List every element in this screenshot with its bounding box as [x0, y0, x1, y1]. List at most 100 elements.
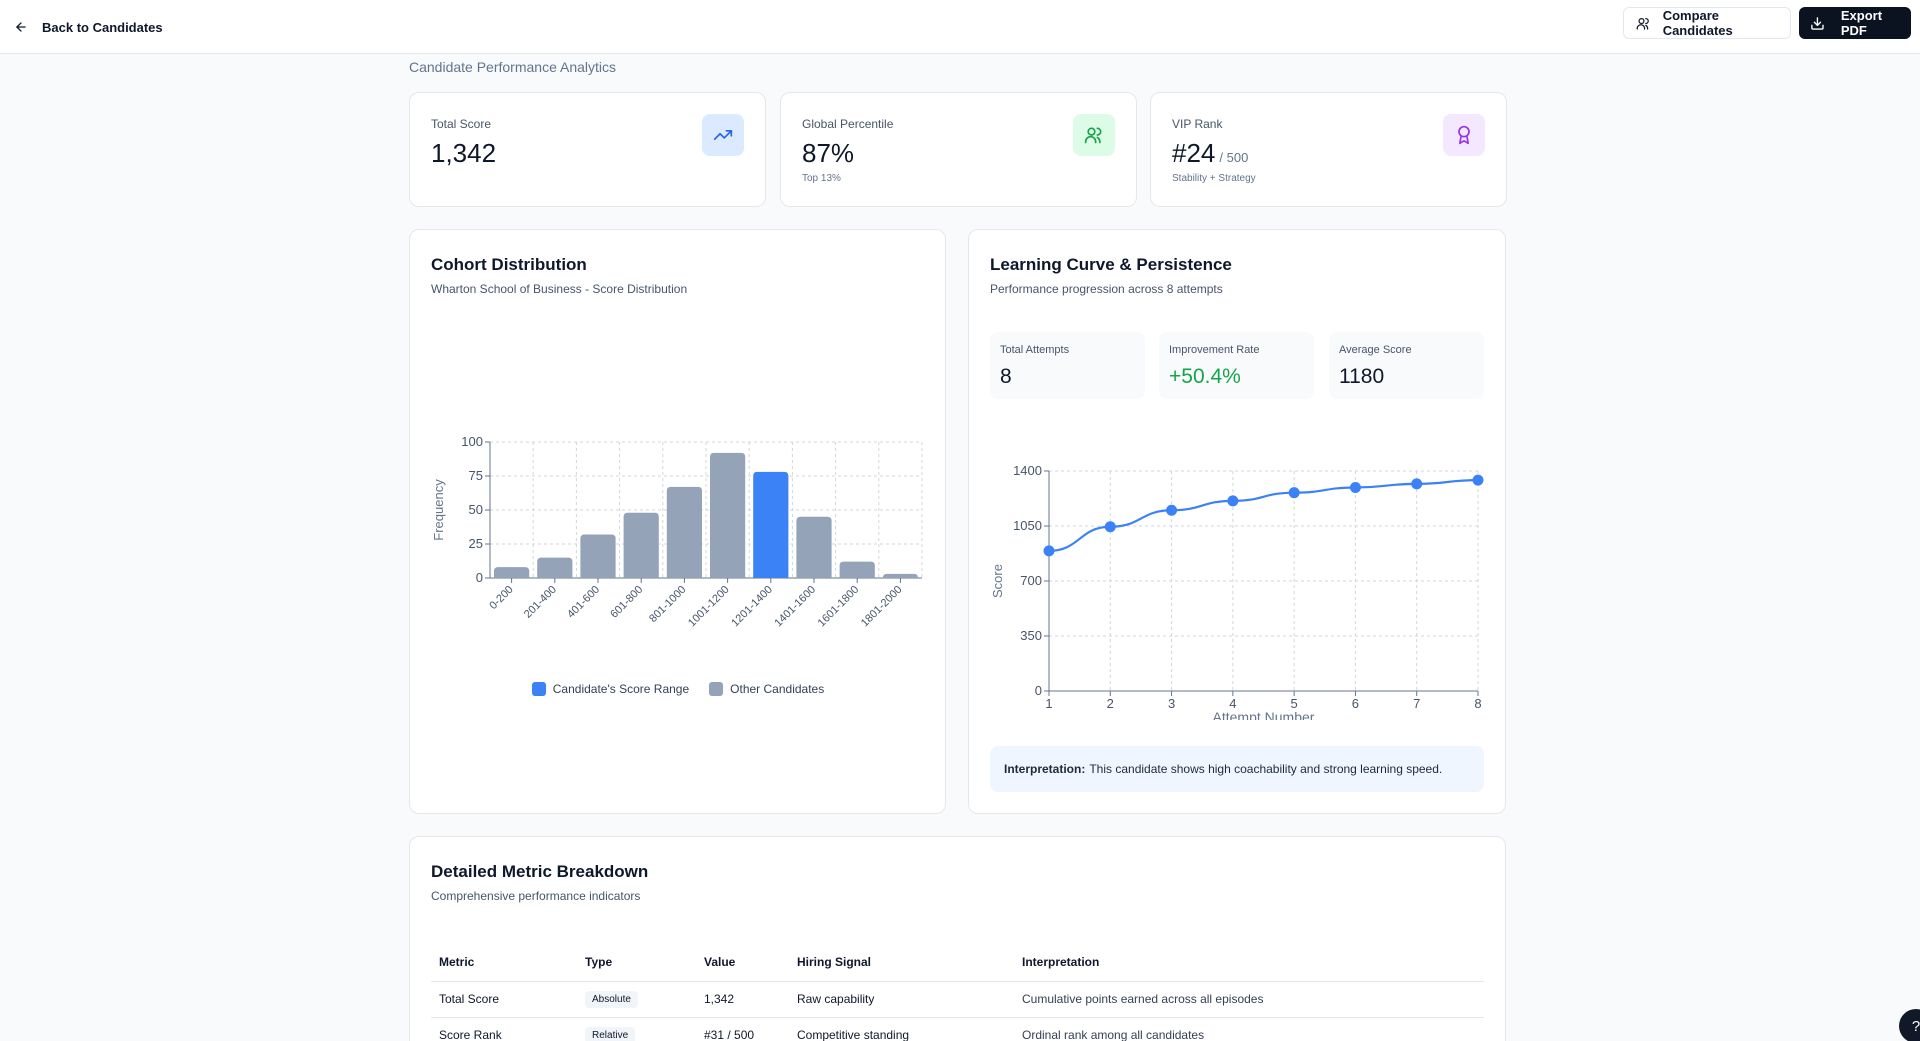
award-icon — [1443, 114, 1485, 156]
y-axis-label: Score — [990, 564, 1005, 598]
x-axis-label: Attempt Number — [1213, 709, 1315, 720]
x-tick-label: 1 — [1045, 696, 1052, 711]
cohort-distribution-card: Cohort Distribution Wharton School of Bu… — [409, 229, 946, 814]
x-tick-label: 3 — [1168, 696, 1175, 711]
stat-note: Stability + Strategy — [1172, 173, 1256, 184]
card-title: Cohort Distribution — [431, 255, 587, 274]
top-bar: Back to Candidates Compare Candidates Ex… — [0, 0, 1920, 54]
legend-swatch — [531, 682, 546, 696]
series-line — [1048, 479, 1479, 552]
y-axis-label: Frequency — [431, 479, 446, 541]
x-tick-label: 4 — [1229, 696, 1236, 711]
card-subtitle: Performance progression across 8 attempt… — [990, 282, 1223, 296]
legend-item-others: Other Candidates — [709, 682, 824, 696]
data-point — [1349, 482, 1361, 493]
mini-stat-total-attempts: Total Attempts 8 — [990, 332, 1145, 399]
stat-value: 87% — [802, 138, 855, 168]
bar — [753, 471, 789, 578]
help-button[interactable]: ? — [1899, 1009, 1920, 1041]
stat-note: Top 13% — [802, 173, 841, 184]
signal-cell: Competitive standing — [789, 1017, 1014, 1041]
metrics-table: Metric Type Value Hiring Signal Interpre… — [431, 944, 1484, 1041]
learning-line-chart: 0 350 700 1050 1400 1 2 3 4 5 6 7 8 Attempt Number Sco… — [990, 463, 1484, 720]
users-icon — [1636, 17, 1649, 30]
y-tick-label: 0 — [476, 570, 483, 585]
y-tick-label: 75 — [469, 468, 483, 483]
data-point — [1472, 474, 1484, 486]
learning-curve-card: Learning Curve & Persistence Performance… — [968, 229, 1506, 814]
table-row: Total Score Absolute 1,342 Raw capabilit… — [431, 981, 1484, 1018]
metric-cell: Total Score — [431, 981, 577, 1018]
bar — [580, 534, 616, 578]
compare-candidates-button[interactable]: Compare Candidates — [1623, 7, 1791, 39]
y-tick-label: 1400 — [1013, 463, 1042, 478]
y-tick-label: 1050 — [1013, 518, 1042, 533]
legend-label: Candidate's Score Range — [552, 682, 690, 696]
export-label: Export PDF — [1840, 8, 1883, 38]
y-tick-label: 50 — [469, 502, 483, 517]
bar — [666, 486, 702, 578]
back-to-candidates-button[interactable]: Back to Candidates — [14, 12, 163, 42]
type-cell: Relative — [577, 1017, 696, 1041]
download-icon — [1811, 16, 1824, 30]
x-tick-label: 1401-1600 — [772, 584, 818, 630]
interpretation-box: Interpretation: This candidate shows hig… — [990, 746, 1484, 792]
data-point — [1166, 504, 1178, 516]
bar — [494, 567, 530, 578]
stat-label: Total Score — [431, 117, 492, 131]
stat-card-vip-rank: VIP Rank #24/ 500 Stability + Strategy — [1150, 92, 1507, 207]
x-tick-label: 801-1000 — [647, 584, 688, 625]
type-badge: Absolute — [585, 990, 638, 1008]
y-tick-label: 0 — [1035, 683, 1042, 698]
x-tick-label: 201-400 — [522, 584, 559, 621]
export-pdf-button[interactable]: Export PDF — [1799, 7, 1911, 39]
bar — [710, 452, 746, 578]
signal-cell: Raw capability — [789, 981, 1014, 1018]
x-tick-label: 1801-2000 — [859, 584, 905, 630]
card-title: Learning Curve & Persistence — [990, 255, 1232, 274]
stat-value: #24/ 500 — [1172, 138, 1249, 168]
x-tick-label: 8 — [1474, 696, 1481, 711]
value-cell: #31 / 500 — [696, 1017, 789, 1041]
card-subtitle: Wharton School of Business - Score Distr… — [431, 282, 688, 296]
cohort-bar-chart: 0 25 50 75 100 0-200 201-400 401-600 601-800 801-… — [431, 434, 923, 630]
bar — [882, 573, 918, 578]
stat-suffix: / 500 — [1219, 150, 1249, 165]
page-subtitle: Candidate Performance Analytics — [409, 59, 616, 75]
bar — [796, 516, 832, 578]
stat-value: 1,342 — [431, 138, 497, 168]
stat-label: VIP Rank — [1172, 117, 1223, 131]
bar — [839, 561, 875, 578]
mini-stat-average-score: Average Score 1180 — [1329, 332, 1484, 399]
mini-label: Total Attempts — [1000, 344, 1070, 356]
mini-value: 8 — [1000, 365, 1012, 388]
y-tick-label: 100 — [461, 434, 483, 449]
x-tick-label: 2 — [1107, 696, 1114, 711]
legend-swatch — [709, 682, 724, 696]
x-tick-label: 6 — [1352, 696, 1359, 711]
x-tick-label: 5 — [1291, 696, 1298, 711]
mini-value: +50.4% — [1169, 365, 1241, 388]
value-cell: 1,342 — [696, 981, 789, 1018]
column-header: Interpretation — [1014, 944, 1484, 982]
y-tick-label: 350 — [1020, 628, 1042, 643]
y-tick-label: 25 — [469, 536, 483, 551]
x-tick-label: 401-600 — [565, 584, 602, 621]
column-header: Metric — [431, 944, 577, 982]
legend-label: Other Candidates — [730, 682, 825, 696]
mini-stat-improvement-rate: Improvement Rate +50.4% — [1159, 332, 1314, 399]
data-point — [1104, 521, 1116, 533]
data-point — [1043, 545, 1055, 557]
trending-up-icon — [702, 114, 744, 156]
bar — [537, 557, 573, 578]
arrow-left-icon — [16, 22, 26, 32]
x-tick-label: 601-800 — [608, 584, 645, 621]
x-tick-label: 1001-1200 — [686, 584, 732, 630]
stat-card-global-percentile: Global Percentile 87% Top 13% — [780, 92, 1137, 207]
column-header: Value — [696, 944, 789, 982]
x-tick-label: 1601-1800 — [816, 584, 862, 630]
bar — [623, 512, 659, 578]
interpretation-cell: Ordinal rank among all candidates — [1014, 1017, 1484, 1041]
type-cell: Absolute — [577, 981, 696, 1018]
card-title: Detailed Metric Breakdown — [431, 862, 649, 881]
